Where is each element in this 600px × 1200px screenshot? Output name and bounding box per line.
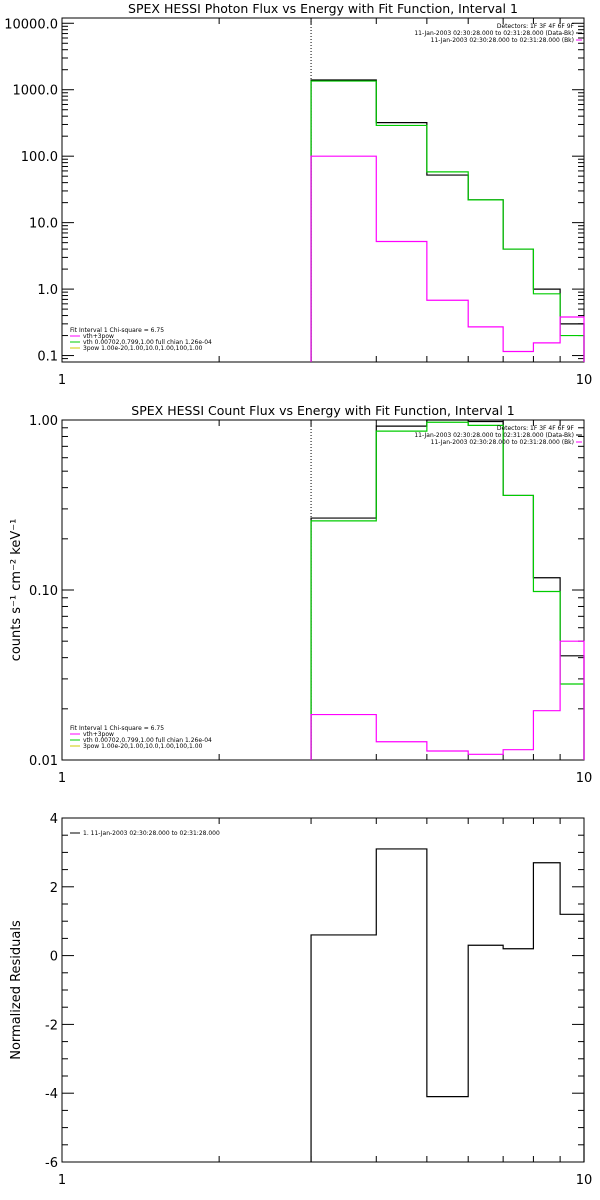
legend-top-right-text: 11-Jan-2003 02:30:28.000 to 02:31:28.000… xyxy=(414,432,574,439)
y-tick-label: 100.0 xyxy=(21,150,58,165)
y-tick-label: -4 xyxy=(45,1087,58,1102)
legend-bottom-left-text: Fit Interval 1 Chi-square = 6.75 xyxy=(70,725,164,732)
x-tick-label: 1 xyxy=(58,1173,66,1188)
legend-text: 1. 11-Jan-2003 02:30:28.000 to 02:31:28.… xyxy=(83,830,220,837)
y-tick-label: 0.01 xyxy=(29,754,58,769)
x-tick-label: 10 xyxy=(576,771,593,786)
legend-bottom-left-text: vth 0.00702,0.799,1.00 full chian 1.26e-… xyxy=(83,339,212,346)
y-tick-label: 10.0 xyxy=(29,217,58,232)
legend-top-right-text: 11-Jan-2003 02:30:28.000 to 02:31:28.000… xyxy=(431,439,574,446)
legend-top-right-text: Detectors: 1F 3F 4F 6F 9F xyxy=(497,23,575,30)
y-tick-label: 1.0 xyxy=(37,283,58,298)
y-tick-label: 0.1 xyxy=(37,350,58,365)
y-tick-label: 1000.0 xyxy=(13,84,59,99)
plot-frame xyxy=(61,17,585,363)
legend-top-right-text: 11-Jan-2003 02:30:28.000 to 02:31:28.000… xyxy=(414,30,574,37)
panel-2: SPEX HESSI Count Flux vs Energy with Fit… xyxy=(9,403,592,786)
series-line-fit xyxy=(310,80,585,362)
series-line-bk xyxy=(310,155,585,362)
legend-bottom-left-text: Fit Interval 1 Chi-square = 6.75 xyxy=(70,327,164,334)
series-line-bk xyxy=(310,640,585,760)
y-tick-label: 2 xyxy=(50,881,58,896)
legend-bottom-left-text: vth+3pow xyxy=(83,731,114,738)
y-axis-label: counts s⁻¹ cm⁻² keV⁻¹ xyxy=(9,519,24,662)
panel-3: 1 10 -6 -4 -2 0 2 4 Normalized Residuals 1. 11-Ja… xyxy=(9,812,592,1188)
y-tick-label: 4 xyxy=(50,812,58,827)
y-tick-label: 10000.0 xyxy=(4,17,58,32)
series-line-fit xyxy=(310,421,585,760)
series-line-data-bk xyxy=(310,419,585,760)
plot-frame xyxy=(61,817,585,1163)
plot-frame xyxy=(61,419,585,761)
y-tick-label: 0 xyxy=(50,950,58,965)
legend-bottom-left-text: vth+3pow xyxy=(83,333,114,340)
x-tick-label: 1 xyxy=(58,373,66,388)
series-line-1-11-jan-2003-02-30-28-000-to-02-31-28-000 xyxy=(310,848,585,1162)
legend-top-right-text: 11-Jan-2003 02:30:28.000 to 02:31:28.000… xyxy=(431,37,574,44)
panel-1: SPEX HESSI Photon Flux vs Energy with Fi… xyxy=(4,1,592,388)
x-tick-label: 10 xyxy=(576,1173,593,1188)
legend-bottom-left-text: 3pow 1.00e-20,1.00,10.0,1.00,100,1.00 xyxy=(83,743,203,750)
x-tick-label: 10 xyxy=(576,373,593,388)
y-tick-label: 0.10 xyxy=(29,584,58,599)
y-tick-label: -6 xyxy=(45,1156,58,1171)
legend-bottom-left-text: vth 0.00702,0.799,1.00 full chian 1.26e-… xyxy=(83,737,212,744)
series-line-data-bk xyxy=(310,79,585,362)
y-axis-label: Normalized Residuals xyxy=(9,920,24,1060)
legend-bottom-left-text: 3pow 1.00e-20,1.00,10.0,1.00,100,1.00 xyxy=(83,345,203,352)
chart-title: SPEX HESSI Count Flux vs Energy with Fit… xyxy=(131,403,514,418)
y-tick-label: -2 xyxy=(45,1018,58,1033)
x-tick-label: 1 xyxy=(58,771,66,786)
legend-top-right-text: Detectors: 1F 3F 4F 6F 9F xyxy=(497,425,575,432)
y-tick-label: 1.00 xyxy=(29,414,58,429)
chart-title: SPEX HESSI Photon Flux vs Energy with Fi… xyxy=(128,1,518,16)
